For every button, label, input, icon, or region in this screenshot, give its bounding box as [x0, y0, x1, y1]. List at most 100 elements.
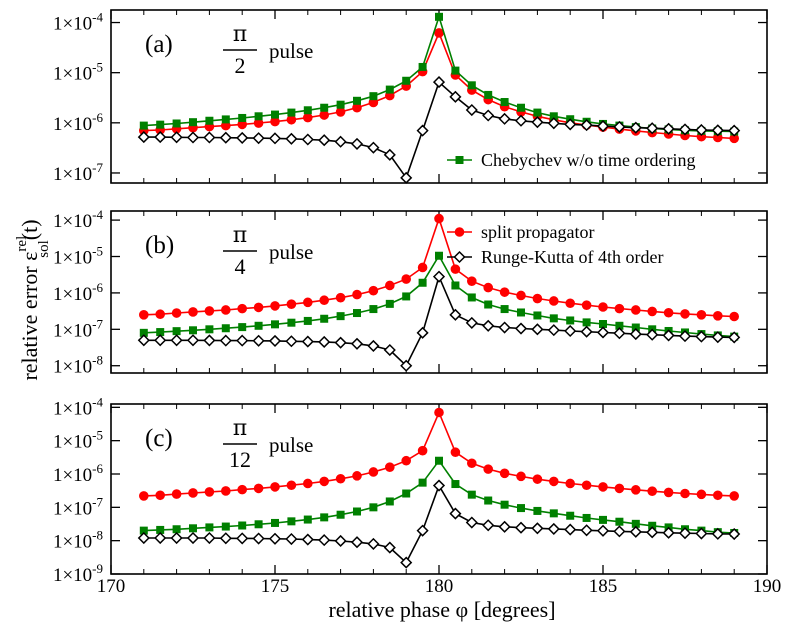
data-point-rk4: [449, 308, 462, 321]
data-point-rk4: [465, 103, 478, 117]
x-tick-labels: 170 175 180 185 190: [97, 576, 782, 597]
data-point-cheb: [418, 62, 427, 71]
data-point-split: [319, 295, 330, 306]
data-point-rk4: [514, 322, 528, 335]
data-point-split: [385, 280, 395, 291]
data-point-cheb: [221, 522, 230, 531]
panel-2: 1×10-8 1×10-7 1×10-6 1×10-5 1×10-4 (b) π 4 pulse…: [53, 207, 768, 378]
data-point-cheb: [467, 490, 476, 499]
data-point-rk4: [367, 537, 380, 550]
data-point-cheb: [303, 106, 312, 115]
pulse-numerator: π: [233, 416, 247, 441]
data-point-rk4: [186, 334, 200, 347]
data-point-rk4: [432, 270, 446, 283]
data-point-split: [253, 483, 264, 494]
data-point-cheb: [369, 92, 378, 101]
panel-label: (c): [145, 425, 173, 452]
data-point-split: [237, 303, 247, 314]
data-point-rk4: [498, 112, 511, 125]
plot-frame: [110, 210, 768, 374]
data-point-rk4: [137, 131, 150, 144]
data-point-split: [696, 489, 707, 500]
series-cheb: [139, 251, 739, 341]
data-point-cheb: [287, 318, 296, 327]
data-point-cheb: [353, 309, 361, 318]
panel-label: (b): [145, 232, 174, 259]
data-point-rk4: [662, 122, 675, 135]
data-point-cheb: [615, 517, 624, 526]
data-point-rk4: [514, 521, 528, 534]
data-point-rk4: [613, 327, 626, 340]
y-tick-label: 1×10-8: [53, 353, 103, 378]
data-point-cheb: [467, 81, 476, 90]
data-point-cheb: [172, 525, 181, 534]
series-rk4: [137, 270, 741, 372]
data-point-split: [614, 483, 625, 494]
x-axis-label: relative phase φ [degrees]: [328, 597, 555, 622]
data-point-split: [434, 213, 444, 224]
data-point-cheb: [402, 489, 411, 498]
data-point-cheb: [549, 314, 558, 323]
data-point-rk4: [498, 321, 511, 334]
data-point-rk4: [416, 124, 429, 137]
data-point-cheb: [369, 305, 378, 314]
data-point-rk4: [498, 520, 511, 533]
data-point-split: [253, 302, 264, 313]
data-point-split: [450, 447, 461, 458]
panel-3: 1×10-9 1×10-8 1×10-7 1×10-6 1×10-5 1×10-4 (c) π…: [53, 394, 768, 586]
y-tick-label: 1×10-5: [53, 428, 103, 453]
data-point-rk4: [514, 114, 528, 127]
data-point-split: [663, 307, 674, 318]
data-point-split: [401, 274, 412, 284]
data-point-cheb: [303, 515, 312, 524]
data-point-cheb: [615, 321, 624, 330]
data-point-cheb: [385, 497, 394, 506]
x-tick-label: 170: [97, 576, 126, 597]
data-point-split: [286, 299, 297, 309]
data-point-cheb: [582, 513, 591, 522]
y-tick-label: 1×10-8: [53, 528, 103, 553]
data-point-split: [631, 305, 641, 315]
data-point-split: [237, 484, 247, 495]
data-point-split: [565, 298, 576, 309]
data-point-rk4: [695, 123, 708, 137]
data-point-cheb: [451, 66, 460, 75]
y-axis-label: relative error εrel sol(t): [14, 219, 52, 380]
data-point-rk4: [170, 131, 183, 144]
data-point-split: [549, 296, 559, 306]
data-point-rk4: [154, 334, 167, 347]
data-point-split: [303, 478, 313, 489]
data-point-rk4: [334, 336, 347, 349]
x-tick-label: 190: [753, 576, 782, 597]
legend-marker: [455, 156, 464, 164]
data-point-rk4: [154, 531, 167, 545]
data-point-split: [467, 458, 477, 469]
data-point-cheb: [254, 112, 263, 121]
data-point-split: [729, 311, 740, 322]
data-point-split: [450, 264, 461, 274]
data-point-rk4: [383, 343, 396, 357]
data-point-rk4: [301, 133, 314, 146]
data-point-rk4: [318, 134, 331, 147]
data-point-rk4: [400, 556, 413, 569]
data-point-cheb: [353, 96, 361, 105]
data-point-split: [631, 485, 641, 495]
data-point-rk4: [711, 527, 724, 540]
data-point-rk4: [252, 132, 265, 145]
x-tick-label: 180: [425, 576, 454, 597]
data-point-rk4: [285, 335, 298, 348]
data-point-rk4: [432, 479, 446, 492]
data-point-rk4: [482, 319, 495, 332]
data-point-split: [139, 491, 149, 501]
data-point-cheb: [500, 305, 509, 314]
data-point-rk4: [449, 507, 462, 520]
data-point-split: [713, 490, 723, 501]
data-point-rk4: [268, 532, 282, 545]
data-point-rk4: [203, 334, 216, 347]
data-point-split: [139, 310, 149, 320]
data-point-split: [647, 486, 658, 496]
data-point-cheb: [336, 100, 345, 109]
data-point-rk4: [564, 324, 577, 338]
data-point-rk4: [236, 131, 249, 144]
pulse-numerator: π: [233, 223, 247, 248]
